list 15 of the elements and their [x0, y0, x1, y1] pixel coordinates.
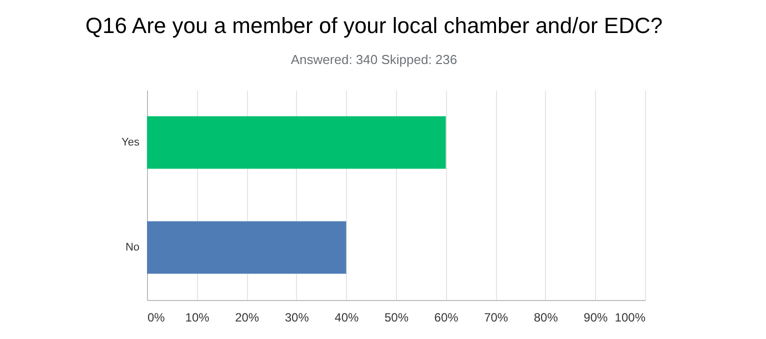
x-tick-label: 10% [185, 310, 210, 324]
y-tick-label: No [125, 242, 140, 254]
x-tick-label: 70% [484, 310, 508, 324]
x-tick-label: 50% [384, 310, 409, 324]
chart-subtitle: Answered: 340 Skipped: 236 [290, 52, 458, 67]
chart-title: Q16 Are you a member of your local chamber and/or EDC? [85, 13, 663, 38]
y-tick-label: Yes [122, 136, 140, 148]
x-tick-label: 20% [235, 310, 260, 324]
x-tick-label: 80% [534, 310, 558, 324]
x-tick-label: 100% [614, 310, 646, 324]
x-tick-label: 0% [148, 310, 166, 324]
x-tick-label: 40% [334, 310, 360, 324]
x-tick-label: 90% [584, 310, 608, 324]
x-tick-label: 30% [284, 310, 310, 324]
x-tick-label: 60% [434, 310, 459, 324]
